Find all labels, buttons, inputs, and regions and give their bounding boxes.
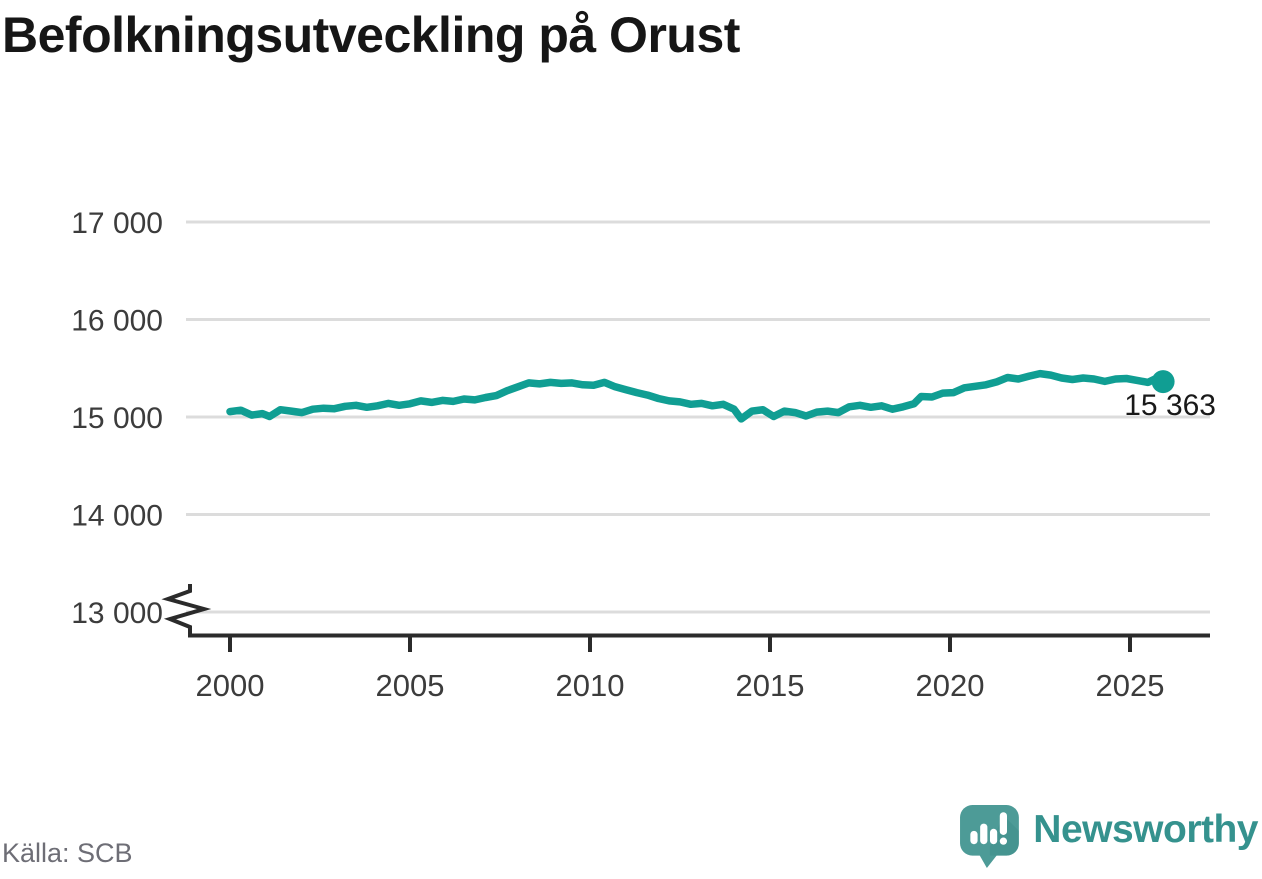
y-tick-label: 16 000 xyxy=(71,305,163,338)
logo-bubble-tail xyxy=(978,853,999,868)
y-tick-label: 15 000 xyxy=(71,402,163,435)
x-axis-line-with-break xyxy=(161,584,1210,638)
x-tick-label: 2025 xyxy=(1096,668,1165,703)
y-tick-label: 17 000 xyxy=(71,207,163,240)
logo-exclamation-bar xyxy=(1000,812,1008,835)
logo-exclamation-dot xyxy=(1000,837,1008,845)
end-value-label: 15 363 xyxy=(1124,389,1216,422)
x-tick-label: 2000 xyxy=(196,668,265,703)
newsworthy-wordmark: Newsworthy xyxy=(1033,808,1258,851)
y-tick-label: 13 000 xyxy=(71,597,163,630)
y-tick-label: 14 000 xyxy=(71,500,163,533)
logo-bar-1 xyxy=(970,830,978,845)
population-line-chart: 17 000 16 000 15 000 14 000 13 000 2000 2005 20… xyxy=(71,207,1216,703)
source-label: Källa: SCB xyxy=(2,838,133,868)
chart-title: Befolkningsutveckling på Orust xyxy=(2,7,740,63)
end-point-marker xyxy=(1151,370,1175,394)
logo-bar-3 xyxy=(990,828,998,845)
newsworthy-logo-icon xyxy=(960,805,1020,868)
logo-bar-2 xyxy=(980,823,988,845)
x-tick-label: 2005 xyxy=(376,668,445,703)
newsworthy-brand: Newsworthy xyxy=(959,798,1258,875)
logo-shadow xyxy=(990,815,1020,856)
x-tick-label: 2010 xyxy=(556,668,625,703)
x-tick-label: 2020 xyxy=(916,668,985,703)
x-tick-label: 2015 xyxy=(736,668,805,703)
population-line xyxy=(226,369,1167,423)
